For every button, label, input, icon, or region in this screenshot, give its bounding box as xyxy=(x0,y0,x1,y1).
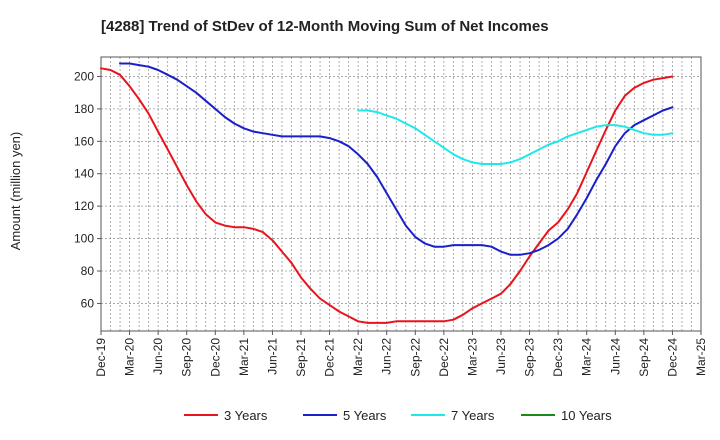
series-line-3-years xyxy=(100,67,674,324)
y-tick-label: 140 xyxy=(74,167,94,181)
x-tick-label: Sep-21 xyxy=(294,338,308,377)
chart-title: [4288] Trend of StDev of 12-Month Moving… xyxy=(101,18,549,35)
y-axis: 60 80 100 120 140 160 180 200 xyxy=(74,69,101,310)
x-tick-label: Dec-22 xyxy=(437,338,451,377)
x-tick-label: Sep-23 xyxy=(523,338,537,377)
x-tick-label: Mar-24 xyxy=(580,338,594,376)
y-tick-label: 120 xyxy=(74,199,94,213)
x-tick-label: Mar-23 xyxy=(465,338,479,376)
x-axis: Dec-19 Mar-20 Jun-20 Sep-20 Dec-20 Mar-21 Jun-… xyxy=(94,331,708,377)
legend-label-7-years: 7 Years xyxy=(451,408,495,423)
y-tick-label: 100 xyxy=(74,232,94,246)
plot-frame xyxy=(100,56,702,332)
x-tick-label: Dec-20 xyxy=(208,338,222,377)
y-axis-label: Amount (million yen) xyxy=(8,132,23,251)
y-tick-label: 160 xyxy=(74,134,94,148)
x-tick-label: Jun-23 xyxy=(494,338,508,375)
x-tick-label: Jun-21 xyxy=(265,338,279,375)
x-tick-label: Sep-20 xyxy=(180,338,194,377)
legend-label-10-years: 10 Years xyxy=(561,408,612,423)
series-lines xyxy=(100,62,674,324)
x-tick-label: Jun-24 xyxy=(608,338,622,375)
grid xyxy=(101,57,701,331)
x-tick-label: Jun-22 xyxy=(380,338,394,375)
x-tick-label: Mar-21 xyxy=(237,338,251,376)
legend-label-3-years: 3 Years xyxy=(224,408,268,423)
x-tick-label: Jun-20 xyxy=(151,338,165,375)
x-tick-label: Dec-24 xyxy=(665,338,679,377)
x-tick-label: Dec-19 xyxy=(94,338,108,377)
x-tick-label: Dec-21 xyxy=(323,338,337,377)
series-line-5-years xyxy=(119,62,674,256)
legend-label-5-years: 5 Years xyxy=(343,408,387,423)
x-tick-label: Dec-23 xyxy=(551,338,565,377)
y-tick-label: 80 xyxy=(81,264,95,278)
x-tick-label: Mar-20 xyxy=(123,338,137,376)
y-tick-label: 200 xyxy=(74,69,94,83)
legend: 3 Years 5 Years 7 Years 10 Years xyxy=(184,408,612,423)
x-tick-label: Sep-22 xyxy=(408,338,422,377)
y-tick-label: 60 xyxy=(81,296,95,310)
series-line-7-years xyxy=(357,109,674,165)
x-tick-label: Mar-25 xyxy=(694,338,708,376)
x-tick-label: Mar-22 xyxy=(351,338,365,376)
x-tick-label: Sep-24 xyxy=(637,338,651,377)
y-tick-label: 180 xyxy=(74,102,94,116)
